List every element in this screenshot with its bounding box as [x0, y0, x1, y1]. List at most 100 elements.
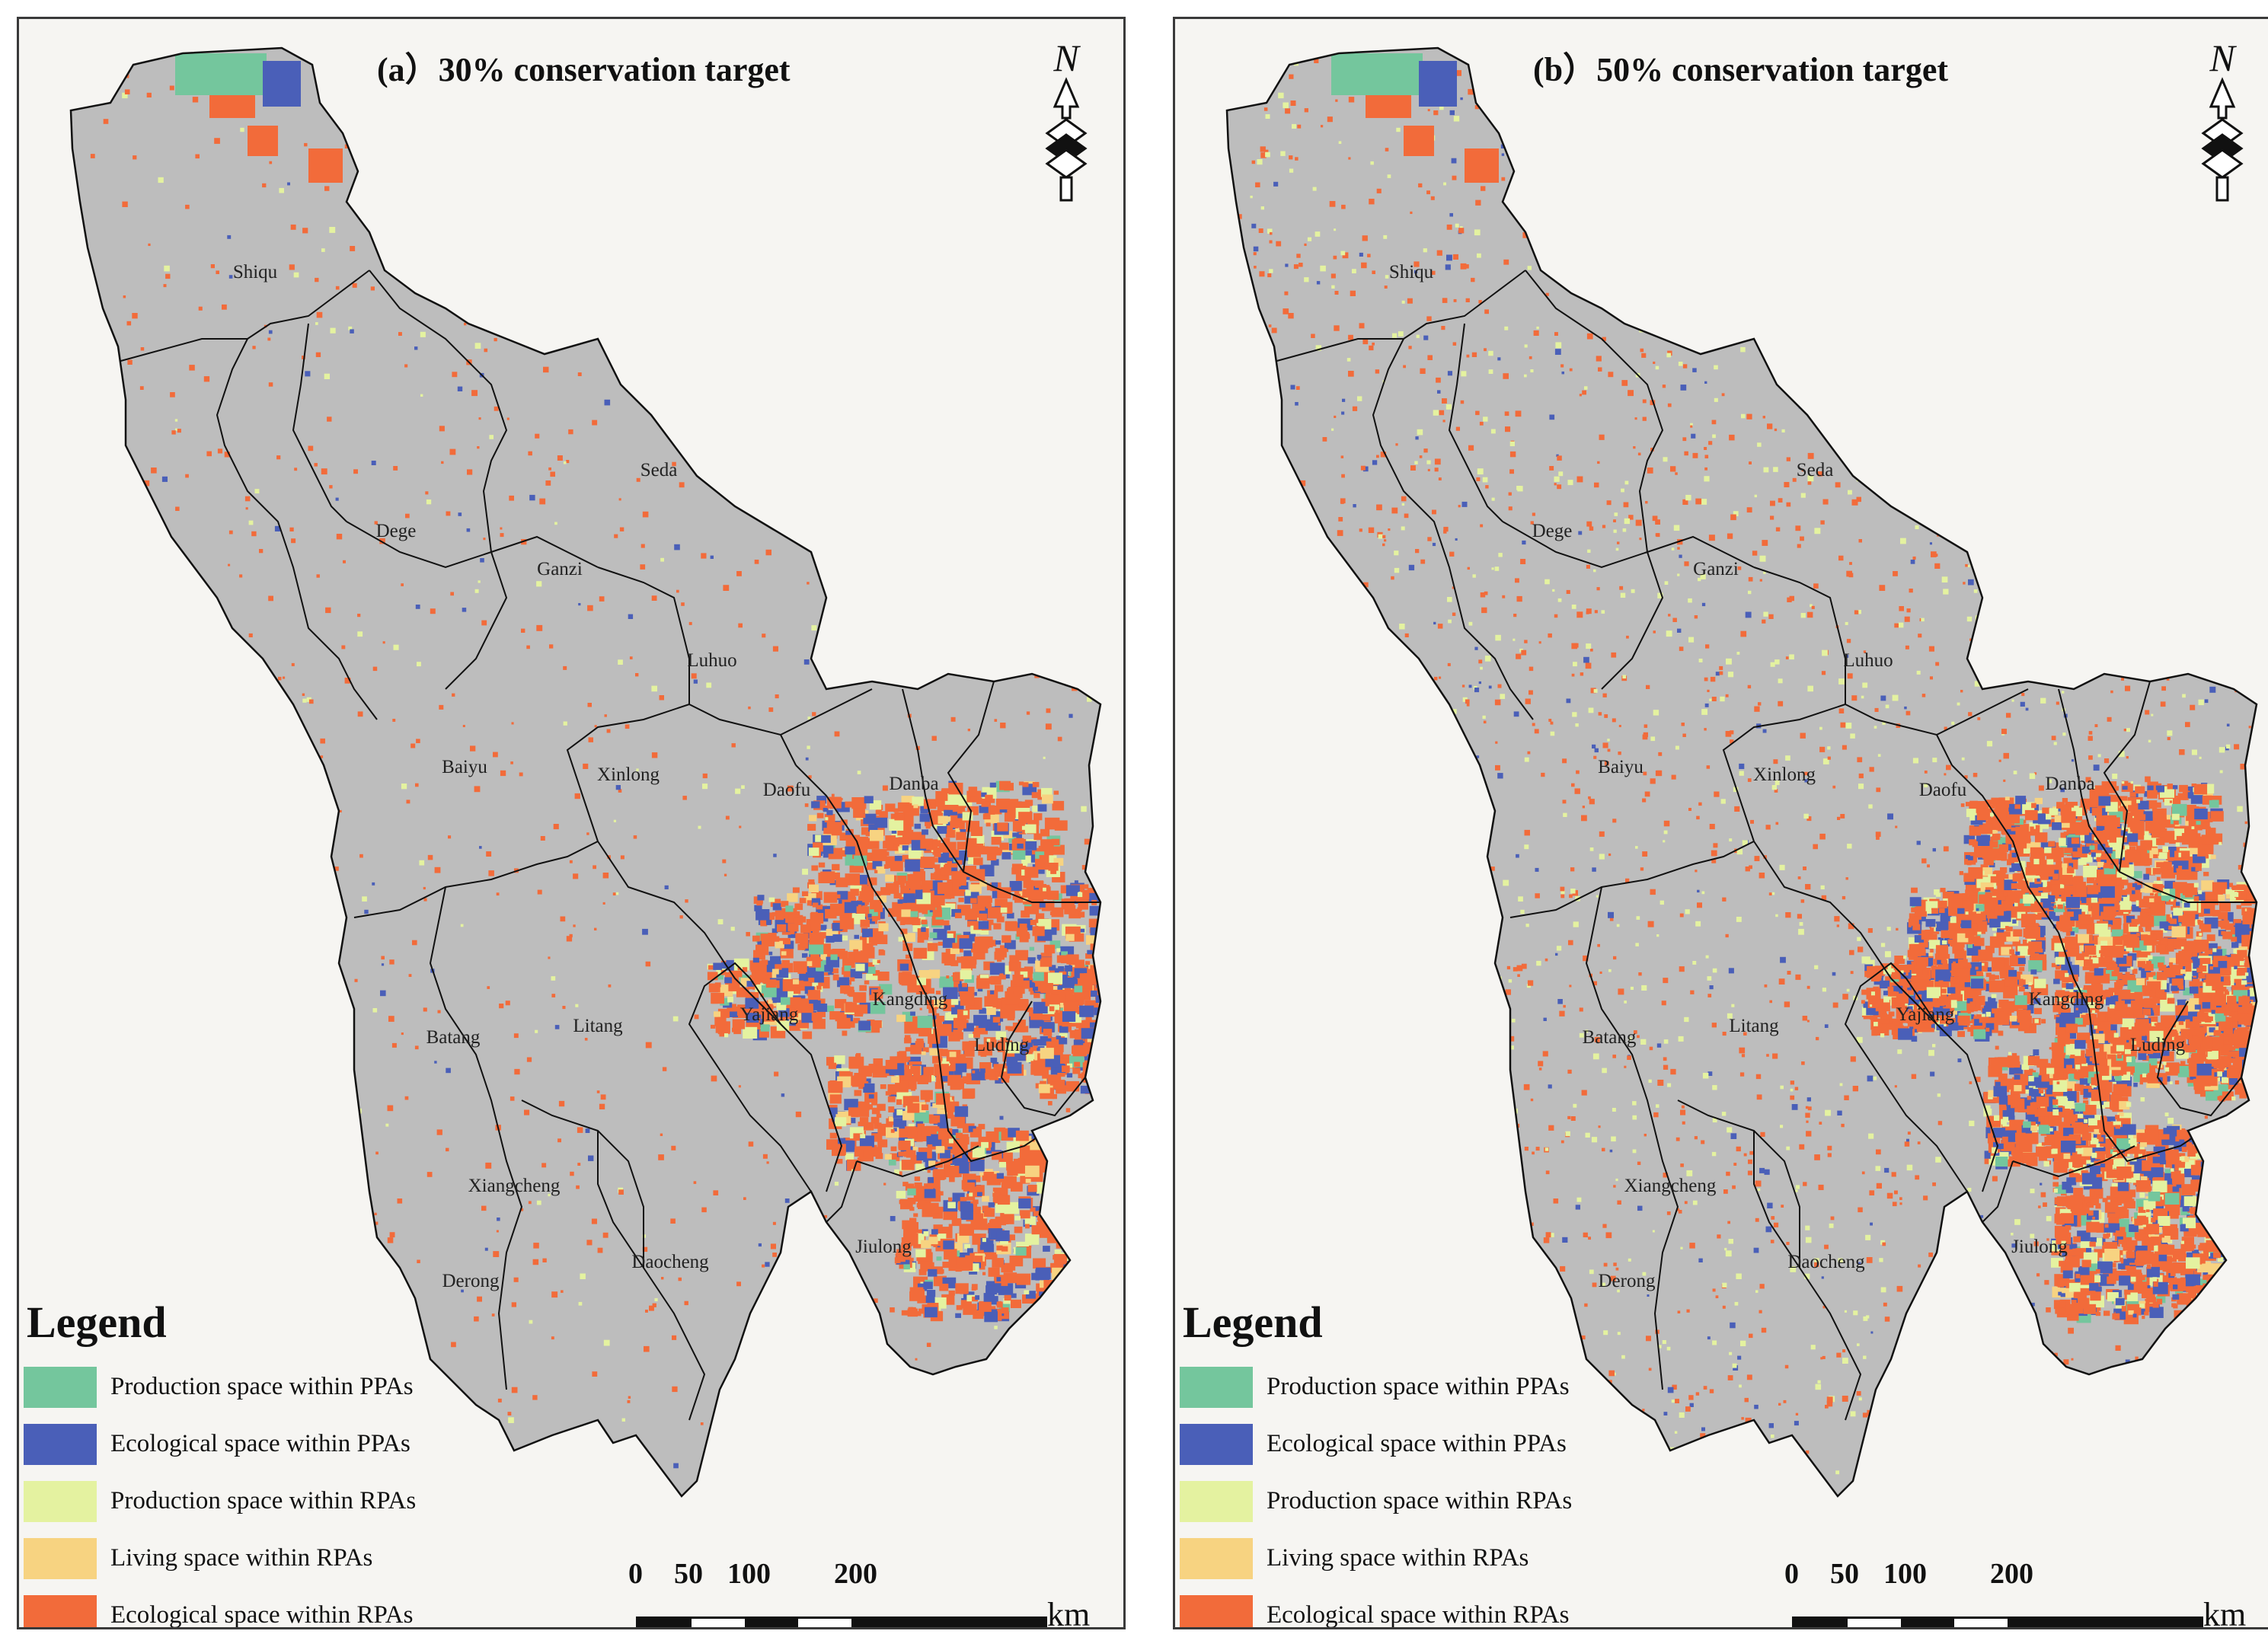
land-patch — [909, 1287, 925, 1299]
land-patch — [1092, 1041, 1100, 1051]
land-patch — [829, 1107, 838, 1115]
land-patch — [836, 1017, 851, 1029]
land-patch — [867, 839, 880, 849]
land-patch — [943, 920, 950, 926]
land-patch — [1928, 952, 1933, 956]
land-patch — [314, 463, 318, 467]
land-patch — [344, 678, 351, 684]
land-patch — [1007, 595, 1012, 599]
land-patch — [1049, 911, 1055, 915]
land-patch — [794, 988, 801, 994]
land-patch — [754, 905, 762, 911]
land-patch — [488, 870, 494, 876]
land-patch — [2062, 863, 2068, 868]
land-patch — [871, 328, 877, 334]
land-patch — [938, 941, 944, 946]
land-patch — [967, 1248, 973, 1253]
land-patch — [854, 1149, 864, 1157]
land-patch — [701, 391, 708, 397]
land-patch — [316, 311, 323, 318]
land-patch — [619, 527, 624, 531]
land-patch — [1065, 1168, 1073, 1174]
county-boundary — [826, 1160, 858, 1223]
land-patch — [452, 290, 455, 293]
land-patch — [1080, 261, 1085, 267]
land-patch — [748, 1141, 754, 1147]
land-patch — [838, 950, 848, 959]
land-patch — [708, 965, 714, 970]
land-patch — [283, 676, 286, 679]
land-patch — [263, 1263, 268, 1269]
land-patch — [1007, 1166, 1018, 1176]
land-patch — [482, 318, 488, 323]
land-patch — [1053, 448, 1059, 455]
land-patch — [1069, 1230, 1078, 1239]
land-patch — [239, 574, 243, 578]
land-patch — [1025, 1165, 1040, 1177]
land-patch — [990, 1058, 998, 1063]
land-patch — [1059, 1170, 1065, 1176]
land-patch — [1019, 934, 1029, 943]
land-patch — [716, 974, 724, 980]
land-patch — [868, 824, 878, 832]
land-patch — [1062, 978, 1075, 988]
land-patch — [917, 901, 926, 908]
land-patch — [318, 1224, 322, 1230]
land-patch — [998, 1195, 1011, 1205]
land-patch — [2061, 811, 2076, 823]
land-patch — [372, 1008, 378, 1013]
land-patch — [1008, 961, 1021, 972]
land-patch — [857, 1424, 861, 1428]
land-patch — [1001, 592, 1005, 596]
land-patch — [711, 1075, 717, 1082]
land-patch — [2158, 852, 2167, 860]
land-patch — [1027, 957, 1036, 964]
land-patch — [904, 933, 915, 942]
land-patch — [642, 928, 648, 935]
land-patch — [82, 1241, 88, 1246]
land-patch — [883, 452, 887, 455]
land-patch — [1018, 812, 1033, 823]
legend-swatch — [24, 1594, 97, 1627]
land-patch — [1005, 1042, 1020, 1054]
land-patch — [771, 969, 779, 975]
land-patch — [933, 847, 941, 854]
land-patch — [464, 322, 467, 326]
land-patch — [196, 1022, 200, 1026]
land-patch — [973, 857, 983, 866]
land-patch — [845, 801, 853, 808]
land-patch — [752, 957, 759, 963]
land-patch — [970, 1201, 973, 1204]
land-patch — [808, 775, 812, 779]
land-patch — [420, 331, 426, 337]
land-patch — [932, 1170, 945, 1180]
land-patch — [1006, 394, 1011, 400]
land-patch — [1992, 1008, 1998, 1013]
land-patch — [99, 873, 105, 879]
land-patch — [1069, 282, 1075, 289]
land-patch — [1076, 1160, 1085, 1167]
land-patch — [947, 419, 953, 425]
land-patch — [138, 800, 142, 806]
land-patch — [104, 1029, 111, 1036]
land-patch — [1079, 1145, 1085, 1151]
land-patch — [391, 1042, 397, 1048]
land-patch — [293, 272, 299, 278]
land-patch — [423, 898, 427, 902]
land-patch — [860, 1134, 866, 1138]
land-patch — [937, 825, 947, 834]
land-patch — [950, 999, 959, 1005]
land-patch — [938, 1206, 945, 1212]
land-patch — [1081, 806, 1087, 812]
land-patch — [1097, 975, 1100, 983]
land-patch — [1010, 507, 1014, 511]
land-patch — [1054, 820, 1068, 831]
land-patch — [1014, 1052, 1026, 1061]
land-patch — [501, 305, 506, 311]
land-patch — [871, 989, 883, 999]
land-patch — [964, 429, 969, 434]
land-patch — [924, 1189, 936, 1198]
land-patch — [350, 1152, 356, 1158]
land-patch — [1100, 975, 1108, 981]
land-patch — [1069, 1212, 1082, 1224]
